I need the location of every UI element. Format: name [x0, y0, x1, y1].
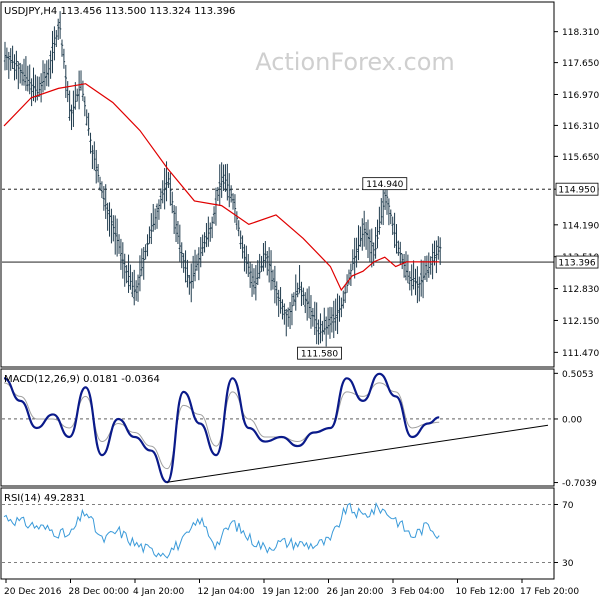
- watermark: ActionForex.com: [255, 48, 455, 76]
- price-y-tick-label: 118.310: [562, 28, 599, 38]
- price-y-tick-label: 112.830: [562, 285, 599, 295]
- price-y-tick-label: 115.650: [562, 153, 599, 163]
- price-panel-frame: [0, 1, 555, 368]
- macd-title: MACD(12,26,9) 0.0181 -0.0364: [4, 374, 160, 385]
- rsi-panel-frame: [0, 487, 555, 580]
- x-tick-label: 10 Feb 12:00: [456, 587, 515, 597]
- rsi-layer: [2, 501, 554, 563]
- price-y-tick-label: 117.650: [562, 59, 599, 69]
- price-title: USDJPY,H4 113.456 113.500 113.324 113.39…: [4, 6, 235, 17]
- x-tick-label: 17 Feb 20:00: [520, 587, 579, 597]
- price-annotation-label: 111.580: [301, 350, 338, 360]
- x-tick-label: 3 Feb 04:00: [391, 587, 445, 597]
- x-tick-label: 4 Jan 20:00: [133, 587, 185, 597]
- macd-layer: [2, 372, 554, 484]
- moving-average-line: [3, 83, 440, 292]
- reference-line-label: 113.396: [558, 259, 595, 269]
- price-y-tick-label: 111.470: [562, 349, 599, 359]
- rsi-y-tick-label: 70: [562, 501, 574, 511]
- macd-y-tick-label: 0.00: [562, 415, 582, 425]
- axis-layer: 118.310 117.650 116.970 116.310 115.650 114.9…: [4, 28, 599, 597]
- macd-line: [3, 372, 440, 484]
- rsi-title: RSI(14) 49.2831: [4, 493, 85, 504]
- rsi-line: [3, 501, 440, 559]
- price-y-tick-label: 112.150: [562, 317, 599, 327]
- price-y-tick-label: 114.190: [562, 221, 599, 231]
- x-tick-label: 20 Dec 2016: [4, 587, 62, 597]
- rsi-y-tick-label: 30: [562, 559, 574, 569]
- price-annotation-box: [362, 177, 408, 191]
- reference-line-badge: [555, 182, 599, 196]
- price-y-tick-label: 116.310: [562, 122, 599, 132]
- reference-line-badge: [555, 255, 599, 269]
- macd-panel-frame: [0, 368, 555, 487]
- x-tick-label: 26 Jan 20:00: [327, 587, 384, 597]
- x-tick-label: 28 Dec 00:00: [69, 587, 130, 597]
- price-annotation-label: 114.940: [366, 180, 403, 190]
- macd-y-tick-label: -0.7039: [562, 479, 597, 489]
- price-layer: 114.940 111.580: [2, 11, 554, 360]
- macd-trendline: [167, 424, 549, 483]
- reference-line-label: 114.950: [558, 186, 595, 196]
- price-y-tick-label: 116.970: [562, 91, 599, 101]
- price-annotation-box: [297, 346, 342, 360]
- x-tick-label: 12 Jan 04:00: [198, 587, 255, 597]
- macd-y-tick-label: 0.5053: [562, 370, 594, 380]
- x-tick-label: 19 Jan 12:00: [262, 587, 319, 597]
